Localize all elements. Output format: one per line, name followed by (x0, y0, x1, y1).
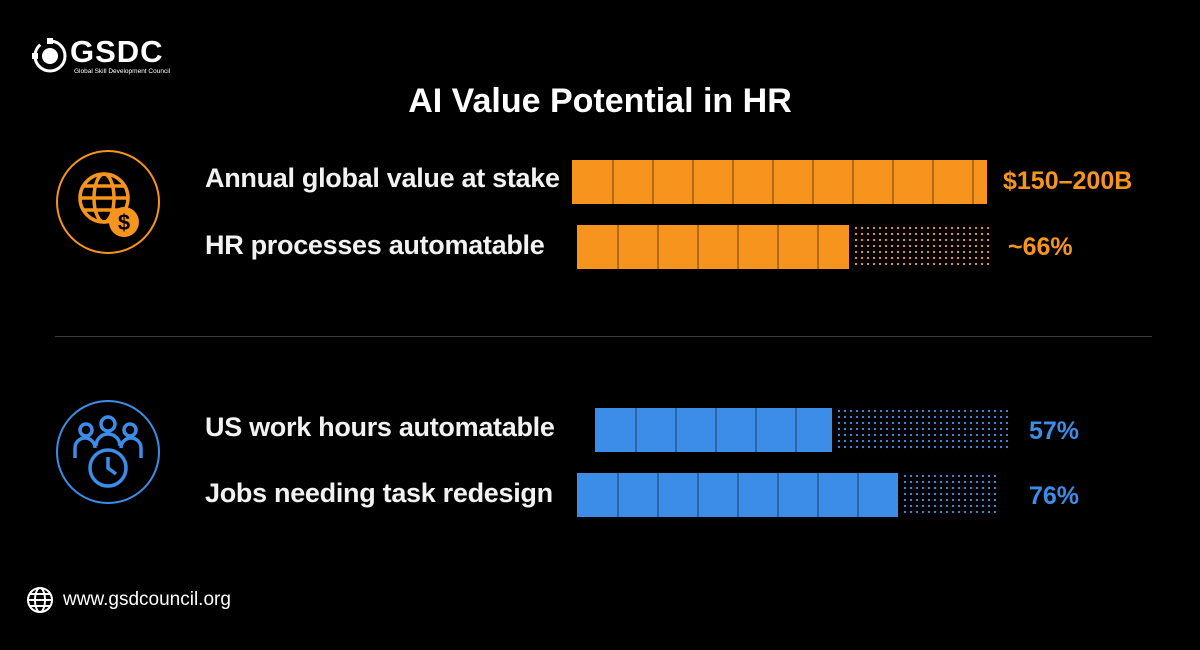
bar-remainder-dots (902, 473, 1000, 517)
bar-segment-line (612, 160, 614, 204)
bar-remainder-dots (836, 408, 1010, 452)
brand-name: GSDC (70, 34, 164, 69)
bar-segment-line (755, 408, 757, 452)
row-label-annual-value: Annual global value at stake (205, 163, 560, 193)
bar-segment-line (697, 473, 699, 517)
bar-segment-line (737, 225, 739, 269)
bar-hr-processes (577, 225, 989, 269)
bar-segment-line (635, 408, 637, 452)
bar-us-work-hours (595, 408, 1010, 452)
bar-jobs-redesign (577, 473, 1000, 517)
bar-segment-line (692, 160, 694, 204)
bar-fill (595, 408, 832, 452)
bar-fill (577, 473, 898, 517)
bar-segment-line (772, 160, 774, 204)
value-annual-value: $150–200B (1003, 167, 1133, 195)
brand-tagline: Global Skill Development Council (74, 68, 171, 75)
value-hr-processes: ~66% (1008, 233, 1073, 261)
row-label-jobs-redesign: Jobs needing task redesign (205, 478, 553, 508)
bar-segment-line (972, 160, 974, 204)
bar-segment-line (817, 225, 819, 269)
bar-segment-line (777, 225, 779, 269)
bar-segment-line (617, 473, 619, 517)
section-divider (55, 336, 1152, 337)
team-clock-icon (56, 400, 160, 504)
bar-segment-line (715, 408, 717, 452)
value-us-work-hours: 57% (1029, 417, 1080, 445)
bar-segment-line (777, 473, 779, 517)
globe-dollar-icon: $ (56, 150, 160, 254)
bar-segment-line (857, 473, 859, 517)
bar-fill (577, 225, 849, 269)
bar-segment-line (932, 160, 934, 204)
row-label-hr-processes: HR processes automatable (205, 230, 545, 260)
brand-logo: GSDC Global Skill Development Council (30, 30, 190, 80)
bar-segment-line (652, 160, 654, 204)
globe-icon (27, 587, 53, 613)
bar-segment-line (737, 473, 739, 517)
bar-segment-line (817, 473, 819, 517)
bar-segment-line (852, 160, 854, 204)
bar-segment-line (657, 225, 659, 269)
row-label-us-work-hours: US work hours automatable (205, 412, 555, 442)
bar-segment-line (795, 408, 797, 452)
value-jobs-redesign: 76% (1029, 482, 1080, 510)
bar-annual-value (572, 160, 987, 204)
website-link[interactable]: www.gsdcouncil.org (63, 589, 231, 610)
bar-fill (572, 160, 987, 204)
bar-remainder-dots (853, 225, 989, 269)
svg-text:$: $ (118, 210, 130, 235)
bar-segment-line (617, 225, 619, 269)
page-title: AI Value Potential in HR (408, 82, 792, 120)
brand-logo-mark-icon (32, 38, 67, 73)
bar-segment-line (732, 160, 734, 204)
bar-segment-line (697, 225, 699, 269)
bar-segment-line (812, 160, 814, 204)
bar-segment-line (892, 160, 894, 204)
bar-segment-line (657, 473, 659, 517)
bar-segment-line (675, 408, 677, 452)
